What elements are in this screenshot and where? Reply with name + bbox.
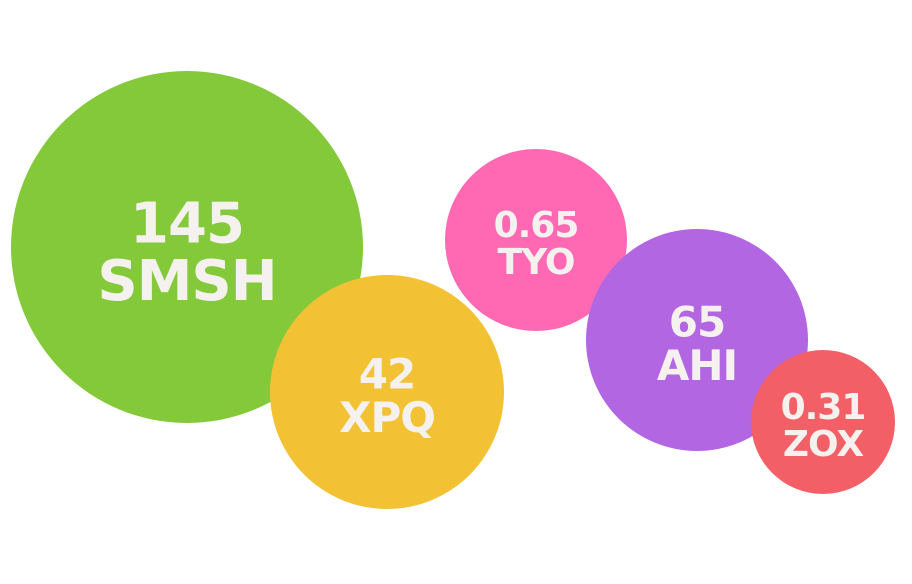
bubble-value-zox: 0.31	[781, 387, 866, 428]
bubble-value-tyo: 0.65	[494, 205, 579, 246]
bubble-value-ahi: 65	[669, 298, 725, 347]
bubble-name-xpq: XPQ	[339, 393, 435, 442]
bubble-name-tyo: TYO	[498, 242, 575, 283]
bubble-circle-tyo	[445, 149, 627, 331]
bubble-name-smsh: SMSH	[97, 249, 276, 314]
bubble-name-zox: ZOX	[783, 424, 864, 465]
bubble-value-xpq: 42	[359, 350, 415, 399]
bubble-circle-xpq	[270, 275, 504, 509]
bubble-circle-zox	[751, 350, 895, 494]
bubble-name-ahi: AHI	[657, 341, 737, 390]
bubble-circle-ahi	[586, 229, 808, 451]
bubble-value-smsh: 145	[130, 192, 244, 257]
bubble-circle-smsh	[11, 71, 363, 423]
